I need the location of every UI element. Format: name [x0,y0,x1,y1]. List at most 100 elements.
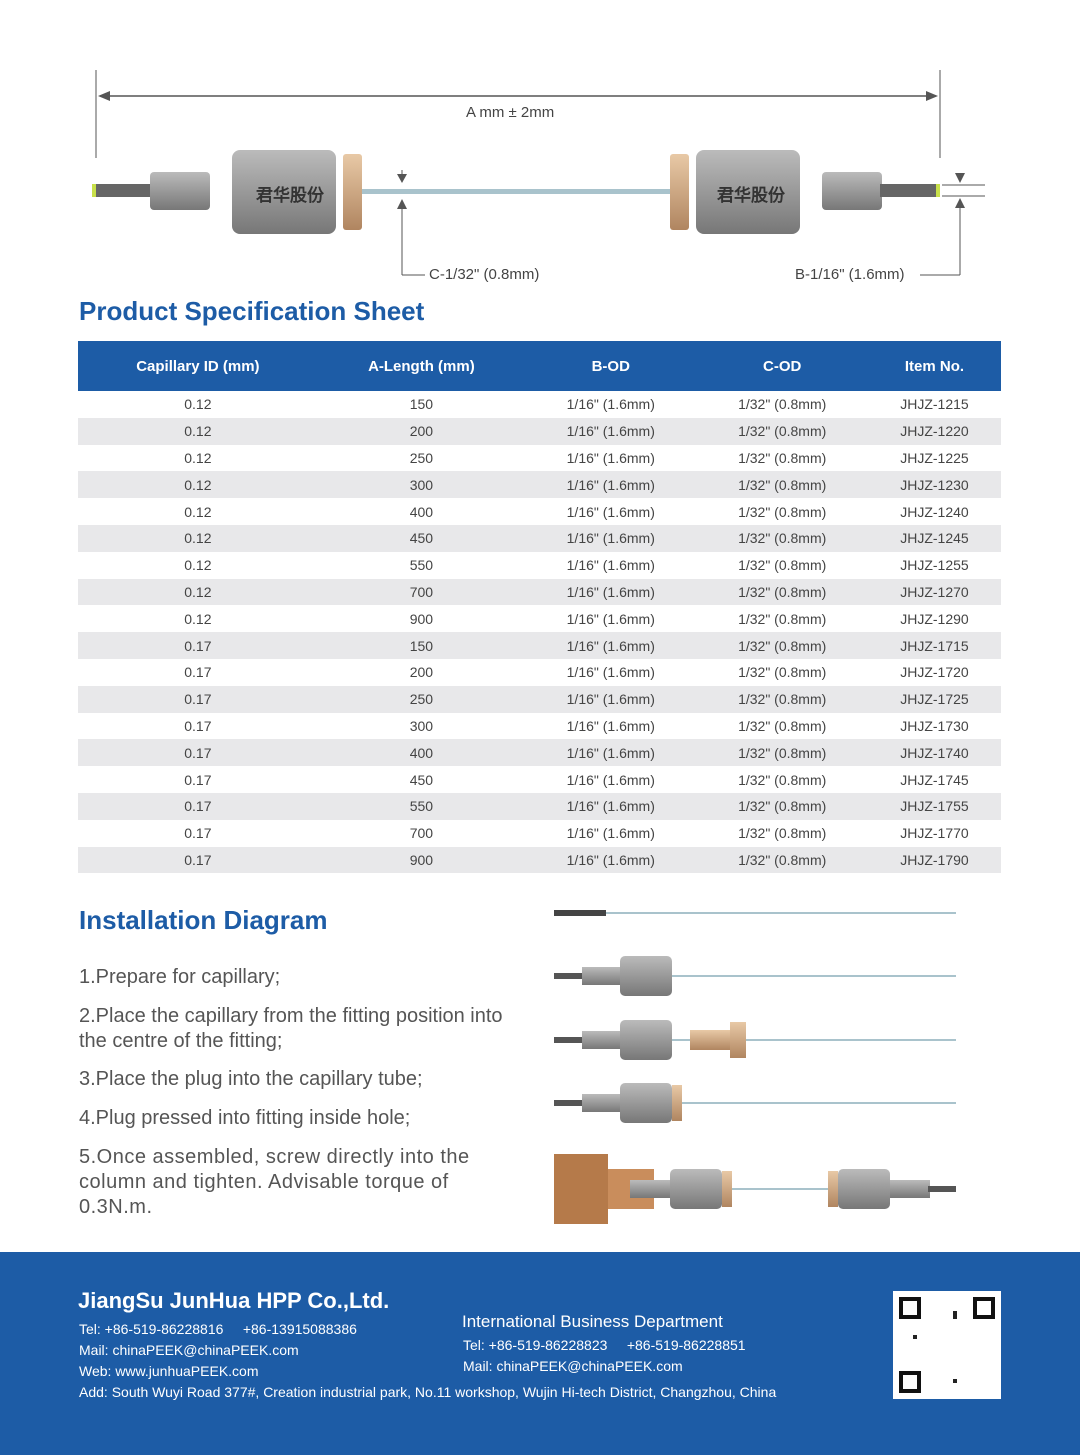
table-cell: 1/32" (0.8mm) [738,503,827,520]
table-cell: 1/16" (1.6mm) [566,825,655,842]
company-mail[interactable]: Mail: chinaPEEK@chinaPEEK.com [79,1342,299,1358]
table-cell: 1/16" (1.6mm) [525,524,697,552]
table-row: 0.12 900 1/16" (1.6mm) 1/32" (0.8mm) JHJZ-12… [78,605,1001,632]
spec-table: Capillary ID (mm) A-Length (mm) B-OD C-OD It… [78,341,1001,874]
logo-text-left: 君华股份 [256,186,324,205]
table-row: 0.17 200 1/16" (1.6mm) 1/32" (0.8mm) JHJZ-17… [78,659,1001,686]
table-row: 0.17 250 1/16" (1.6mm) 1/32" (0.8mm) JHJZ-17… [78,685,1001,713]
table-cell: 250 [409,449,434,466]
step-3: 3.Place the plug into the capillary tube… [79,1068,423,1090]
table-cell: 1/32" (0.8mm) [738,449,827,466]
table-cell: 1/16" (1.6mm) [525,578,697,606]
logo-text-right: 君华股份 [717,186,785,205]
table-cell: JHJZ-1790 [867,846,1001,874]
table-cell: 700 [409,825,434,842]
table-cell: 0.17 [184,664,212,681]
table-cell: JHJZ-1725 [867,685,1001,713]
table-cell: 1/16" (1.6mm) [525,685,697,713]
table-cell: JHJZ-1740 [867,739,1001,767]
table-row: 0.12 700 1/16" (1.6mm) 1/32" (0.8mm) JHJZ-12… [78,578,1001,606]
column-header: C-OD [696,341,868,391]
table-cell: 1/32" (0.8mm) [738,825,827,842]
step-2: 2.Place the capillary from the fitting p… [79,1005,503,1052]
table-cell: 200 [317,417,526,445]
table-cell: 0.17 [78,685,318,713]
table-cell: 1/32" (0.8mm) [696,739,868,767]
table-row: 0.12 250 1/16" (1.6mm) 1/32" (0.8mm) JHJZ-12… [78,445,1001,472]
table-cell: 900 [317,846,526,874]
dept-name: International Business Department [462,1312,723,1331]
table-cell: 1/16" (1.6mm) [525,417,697,445]
table-cell: 0.12 [184,396,212,413]
table-cell: 550 [409,557,434,574]
b-od-label: B-1/16" (1.6mm) [795,266,905,283]
table-cell: 1/16" (1.6mm) [566,557,655,574]
table-cell: JHJZ-1715 [867,632,1001,659]
table-cell: 1/16" (1.6mm) [566,664,655,681]
table-cell: 0.12 [78,578,318,606]
table-cell: 300 [317,471,526,499]
column-header: B-OD [525,341,697,391]
table-cell: 1/32" (0.8mm) [696,685,868,713]
table-cell: 150 [409,396,434,413]
table-cell: JHJZ-1225 [900,449,969,466]
table-cell: 1/32" (0.8mm) [738,664,827,681]
table-row: 0.12 550 1/16" (1.6mm) 1/32" (0.8mm) JHJZ-12… [78,552,1001,579]
installation-steps-illustration [554,910,956,1224]
spec-title: Product Specification Sheet [79,296,425,326]
table-cell: 400 [317,739,526,767]
table-cell: 200 [409,664,434,681]
table-cell: JHJZ-1220 [867,417,1001,445]
table-cell: 1/32" (0.8mm) [738,771,827,788]
table-cell: 1/16" (1.6mm) [525,739,697,767]
c-od-label: C-1/32" (0.8mm) [429,266,540,283]
table-cell: JHJZ-1755 [867,792,1001,820]
table-cell: 1/16" (1.6mm) [525,632,697,659]
table-row: 0.12 150 1/16" (1.6mm) 1/32" (0.8mm) JHJZ-12… [78,391,1001,418]
table-cell: JHJZ-1290 [900,610,969,627]
left-fitting [92,150,362,234]
table-cell: 450 [317,524,526,552]
table-cell: 0.12 [78,417,318,445]
table-cell: 1/16" (1.6mm) [566,503,655,520]
table-cell: 1/32" (0.8mm) [738,610,827,627]
table-cell: 1/16" (1.6mm) [566,610,655,627]
table-cell: 1/16" (1.6mm) [525,846,697,874]
table-cell: JHJZ-1245 [867,524,1001,552]
table-cell: 0.17 [78,632,318,659]
table-cell: 0.12 [184,610,212,627]
table-cell: 1/32" (0.8mm) [738,557,827,574]
table-row: 0.17 550 1/16" (1.6mm) 1/32" (0.8mm) JHJZ-17… [78,792,1001,820]
table-cell: 1/32" (0.8mm) [738,717,827,734]
column-header: A-Length (mm) [317,341,526,391]
table-cell: 1/16" (1.6mm) [566,449,655,466]
table-cell: 0.17 [78,846,318,874]
table-row: 0.17 300 1/16" (1.6mm) 1/32" (0.8mm) JHJZ-17… [78,713,1001,740]
table-row: 0.17 900 1/16" (1.6mm) 1/32" (0.8mm) JHJZ-17… [78,846,1001,874]
table-cell: 1/16" (1.6mm) [566,396,655,413]
company-web[interactable]: Web: www.junhuaPEEK.com [79,1363,259,1379]
table-cell: 1/32" (0.8mm) [696,471,868,499]
table-cell: 700 [317,578,526,606]
table-row: 0.17 400 1/16" (1.6mm) 1/32" (0.8mm) JHJZ-17… [78,739,1001,767]
table-cell: JHJZ-1255 [900,557,969,574]
table-cell: 0.17 [184,717,212,734]
dept-mail[interactable]: Mail: chinaPEEK@chinaPEEK.com [463,1358,683,1374]
dept-tel: Tel: +86-519-86228823 +86-519-86228851 [463,1337,746,1353]
table-cell: 0.17 [78,792,318,820]
table-cell: 0.17 [184,825,212,842]
table-row: 0.12 450 1/16" (1.6mm) 1/32" (0.8mm) JHJZ-12… [78,524,1001,552]
table-row: 0.17 450 1/16" (1.6mm) 1/32" (0.8mm) JHJZ-17… [78,766,1001,793]
table-cell: 450 [409,771,434,788]
install-title: Installation Diagram [79,905,328,935]
table-cell: 300 [409,717,434,734]
step-1: 1.Prepare for capillary; [79,966,281,988]
company-tel: Tel: +86-519-86228816 +86-13915088386 [79,1321,357,1337]
table-row: 0.12 300 1/16" (1.6mm) 1/32" (0.8mm) JHJZ-12… [78,471,1001,499]
table-row: 0.12 200 1/16" (1.6mm) 1/32" (0.8mm) JHJZ-12… [78,417,1001,445]
table-cell: 400 [409,503,434,520]
table-cell: 1/32" (0.8mm) [696,846,868,874]
table-cell: 1/16" (1.6mm) [525,471,697,499]
qr-code [893,1291,1001,1399]
table-row: 0.17 150 1/16" (1.6mm) 1/32" (0.8mm) JHJZ-17… [78,632,1001,659]
